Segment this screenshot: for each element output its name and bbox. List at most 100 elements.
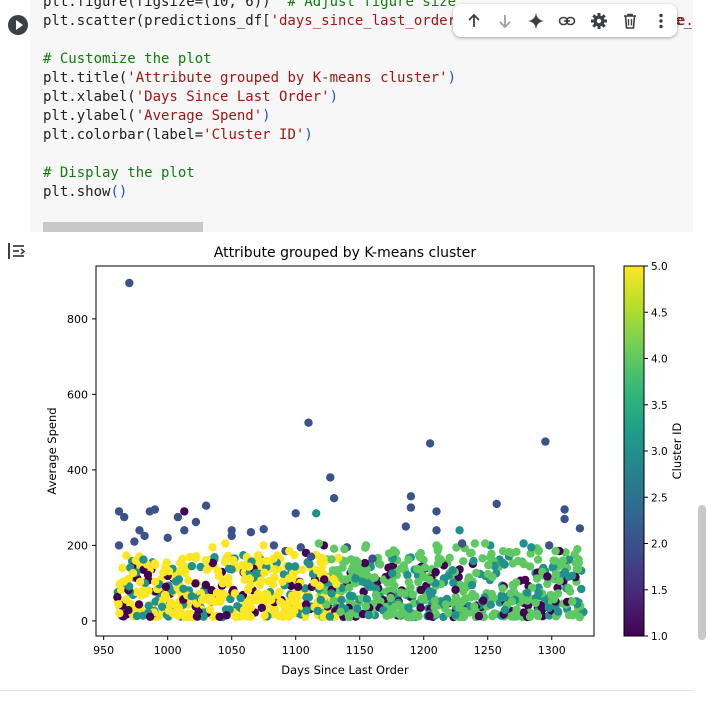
colorbar-tick-label: 4.0 <box>651 354 668 366</box>
data-point <box>257 603 266 613</box>
data-point <box>314 539 323 548</box>
data-point <box>498 558 508 568</box>
link-icon <box>559 16 576 25</box>
data-point <box>316 595 325 605</box>
colorbar-tick-label: 2.0 <box>651 539 668 551</box>
data-point <box>180 507 189 516</box>
move-up-button[interactable] <box>458 5 489 37</box>
data-point <box>390 581 399 591</box>
data-point <box>139 555 148 564</box>
data-point <box>273 590 282 600</box>
data-point <box>293 582 303 592</box>
data-point <box>201 581 211 590</box>
link-button[interactable] <box>552 5 583 37</box>
data-point <box>474 612 484 621</box>
gear-icon <box>590 12 607 29</box>
code-token: 'Attribute grouped by K-means cluster' <box>127 70 448 86</box>
data-point <box>191 579 200 588</box>
chart-title: Attribute grouped by K-means cluster <box>214 245 477 261</box>
data-point <box>191 517 201 527</box>
data-point <box>451 585 460 594</box>
code-token: plt.ylabel( <box>43 108 136 124</box>
code-token: 'days_since_last_order' <box>270 13 465 29</box>
plot-frame <box>95 265 595 637</box>
data-point <box>507 597 517 606</box>
data-point <box>269 541 279 550</box>
arrow-down-icon <box>499 14 511 28</box>
data-point <box>163 533 172 542</box>
data-point <box>464 573 474 582</box>
data-point <box>385 609 394 618</box>
data-point <box>145 507 154 516</box>
data-point <box>345 583 354 592</box>
data-point <box>361 602 371 611</box>
data-point <box>565 555 574 564</box>
vertical-scrollbar[interactable] <box>698 505 706 640</box>
data-point <box>253 589 263 599</box>
data-point <box>353 558 362 567</box>
data-point <box>151 560 160 569</box>
data-point <box>252 596 261 605</box>
data-point <box>469 556 478 566</box>
data-point <box>498 584 507 593</box>
run-cell-button[interactable] <box>8 15 28 35</box>
data-point <box>305 559 314 569</box>
move-down-button[interactable] <box>489 5 520 37</box>
data-point <box>519 539 528 548</box>
data-point <box>260 568 269 577</box>
data-point <box>401 522 410 531</box>
data-point <box>138 586 148 595</box>
data-point <box>527 543 536 552</box>
x-tick-label: 1100 <box>282 644 310 657</box>
data-point <box>290 606 299 616</box>
data-point <box>505 547 514 557</box>
output-toggle-icon[interactable] <box>6 240 28 262</box>
settings-button[interactable] <box>583 5 614 37</box>
data-point <box>329 494 339 503</box>
data-point <box>287 591 297 600</box>
gemini-button[interactable] <box>521 5 552 37</box>
data-point <box>419 572 428 581</box>
data-point <box>467 580 477 590</box>
data-point <box>430 596 439 606</box>
data-point <box>368 554 377 563</box>
x-tick-label: 1150 <box>346 644 374 657</box>
data-point <box>246 528 256 537</box>
data-point <box>533 555 543 564</box>
data-point <box>208 543 217 552</box>
more-button[interactable] <box>646 5 677 37</box>
code-line <box>43 145 693 164</box>
data-point <box>286 581 296 591</box>
data-point <box>568 597 577 606</box>
code-token: ) <box>304 127 313 143</box>
data-point <box>119 577 128 586</box>
data-point <box>221 554 230 563</box>
data-point <box>416 548 425 558</box>
data-point <box>345 591 355 600</box>
data-point <box>386 593 395 603</box>
horizontal-scrollbar[interactable] <box>43 222 203 232</box>
code-cell[interactable]: plt.figure(figsize=(10, 6)) # Adjust fig… <box>0 0 694 232</box>
data-point <box>404 555 413 564</box>
data-point <box>212 588 222 597</box>
data-point <box>351 574 360 583</box>
data-point <box>564 584 573 593</box>
data-point <box>509 588 519 597</box>
code-token: plt.xlabel( <box>43 89 136 105</box>
data-point <box>269 554 278 563</box>
data-point <box>199 593 208 603</box>
data-point <box>132 611 142 621</box>
data-point <box>332 579 341 589</box>
data-point <box>393 600 403 610</box>
delete-button[interactable] <box>614 5 645 37</box>
data-point <box>113 593 122 602</box>
data-point <box>329 544 339 553</box>
data-point <box>244 562 254 571</box>
data-point <box>362 595 371 604</box>
data-point <box>151 577 160 586</box>
data-point <box>337 595 346 605</box>
data-point <box>302 606 311 615</box>
data-point <box>325 612 335 621</box>
data-point <box>543 572 552 581</box>
data-point <box>201 501 211 510</box>
